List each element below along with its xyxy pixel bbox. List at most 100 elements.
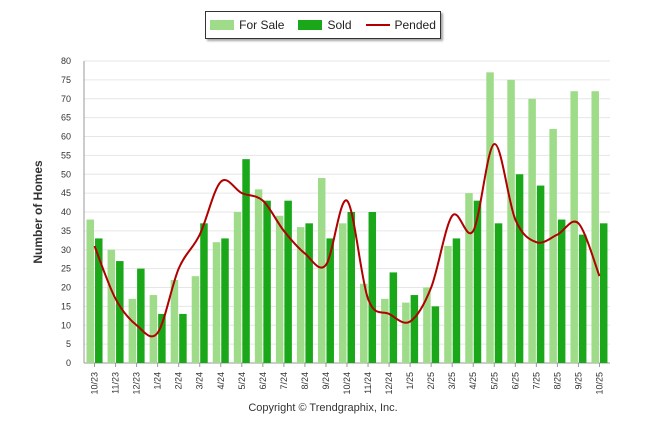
x-tick-label: 5/24 bbox=[237, 372, 247, 390]
bar-sold bbox=[95, 238, 103, 363]
y-tick-label: 65 bbox=[61, 113, 71, 123]
x-tick-label: 10/23 bbox=[90, 372, 100, 395]
y-tick-label: 50 bbox=[61, 169, 71, 179]
x-tick-label: 7/24 bbox=[279, 372, 289, 390]
bar-sold bbox=[557, 219, 566, 363]
y-tick-label: 30 bbox=[61, 245, 71, 255]
x-tick-label: 1/25 bbox=[405, 372, 415, 390]
y-tick-label: 0 bbox=[66, 358, 71, 368]
bar-for-sale bbox=[296, 227, 305, 363]
x-tick-label: 10/24 bbox=[342, 372, 352, 395]
bar-sold bbox=[305, 223, 313, 363]
x-tick-label: 5/25 bbox=[489, 372, 499, 390]
bar-sold bbox=[221, 238, 229, 363]
bar-for-sale bbox=[275, 215, 284, 363]
y-tick-label: 25 bbox=[61, 264, 71, 274]
bar-sold bbox=[326, 238, 334, 363]
x-tick-label: 12/23 bbox=[132, 372, 142, 395]
bar-sold bbox=[137, 268, 145, 363]
bar-for-sale bbox=[402, 302, 410, 363]
x-tick-label: 8/25 bbox=[552, 372, 562, 390]
bar-for-sale bbox=[528, 98, 536, 363]
bar-sold bbox=[242, 159, 250, 363]
legend-label-pended: Pended bbox=[394, 18, 436, 32]
bar-for-sale bbox=[233, 212, 242, 363]
y-tick-label: 10 bbox=[61, 320, 71, 330]
bar-for-sale bbox=[170, 279, 179, 363]
bar-sold bbox=[200, 223, 208, 363]
bar-for-sale bbox=[507, 79, 515, 363]
copyright-text: Copyright © Trendgraphix, Inc. bbox=[248, 402, 398, 414]
bar-for-sale bbox=[149, 295, 158, 363]
bar-for-sale bbox=[191, 276, 200, 363]
bar-sold bbox=[452, 238, 461, 363]
y-tick-label: 35 bbox=[61, 226, 71, 236]
x-tick-label: 9/25 bbox=[573, 372, 583, 390]
bar-for-sale bbox=[254, 189, 263, 363]
x-tick-label: 11/23 bbox=[111, 372, 121, 394]
bar-for-sale bbox=[317, 178, 326, 363]
y-tick-label: 75 bbox=[61, 75, 71, 85]
bar-for-sale bbox=[444, 245, 452, 363]
x-tick-label: 12/24 bbox=[384, 372, 394, 395]
bar-for-sale bbox=[465, 193, 473, 363]
x-tick-label: 2/25 bbox=[426, 372, 436, 390]
y-tick-label: 70 bbox=[61, 94, 71, 104]
x-tick-label: 6/25 bbox=[510, 372, 520, 390]
x-tick-label: 9/24 bbox=[321, 372, 331, 390]
y-tick-label: 60 bbox=[61, 132, 71, 142]
bar-sold bbox=[431, 306, 440, 363]
bar-sold bbox=[515, 174, 524, 363]
bar-sold bbox=[599, 223, 608, 363]
x-tick-label: 3/24 bbox=[195, 372, 205, 390]
bar-for-sale bbox=[339, 223, 347, 363]
legend-swatch-pended bbox=[365, 24, 390, 26]
legend-label-sold: Sold bbox=[327, 18, 352, 32]
bar-for-sale bbox=[486, 72, 494, 363]
bar-for-sale bbox=[591, 91, 599, 363]
bar-sold bbox=[179, 313, 187, 363]
y-tick-label: 40 bbox=[61, 207, 71, 217]
legend-item-pended: Pended bbox=[365, 18, 436, 32]
x-tick-label: 4/25 bbox=[468, 372, 478, 390]
bar-sold bbox=[410, 295, 419, 363]
x-tick-label: 2/24 bbox=[174, 372, 184, 390]
bar-sold bbox=[368, 212, 377, 363]
bar-sold bbox=[116, 261, 124, 363]
bar-sold bbox=[263, 200, 271, 363]
legend-swatch-sold bbox=[298, 20, 323, 30]
y-tick-label: 15 bbox=[61, 301, 71, 311]
x-tick-label: 11/24 bbox=[363, 372, 373, 394]
bar-sold bbox=[578, 234, 587, 363]
bar-for-sale bbox=[86, 219, 95, 363]
bar-for-sale bbox=[128, 298, 137, 363]
bar-sold bbox=[494, 223, 503, 363]
bar-sold bbox=[284, 200, 292, 363]
bar-sold bbox=[158, 313, 166, 363]
legend-item-sold: Sold bbox=[298, 18, 352, 32]
bar-for-sale bbox=[360, 283, 368, 363]
x-tick-label: 7/25 bbox=[531, 372, 541, 390]
legend-label-for-sale: For Sale bbox=[239, 18, 285, 32]
pended-line bbox=[93, 143, 601, 338]
y-tick-label: 5 bbox=[66, 339, 71, 349]
y-tick-label: 80 bbox=[61, 56, 71, 66]
x-tick-label: 1/24 bbox=[153, 372, 163, 390]
x-tick-label: 4/24 bbox=[216, 372, 226, 390]
chart-legend: For Sale Sold Pended bbox=[205, 11, 441, 39]
bar-sold bbox=[473, 200, 482, 363]
x-tick-label: 10/25 bbox=[594, 372, 604, 395]
bar-for-sale bbox=[549, 128, 557, 363]
legend-swatch-for-sale bbox=[210, 20, 235, 30]
x-tick-label: 8/24 bbox=[300, 372, 310, 390]
bar-for-sale bbox=[212, 242, 221, 363]
y-tick-label: 45 bbox=[61, 188, 71, 198]
bar-for-sale bbox=[381, 298, 389, 363]
bar-for-sale bbox=[423, 287, 431, 363]
x-tick-label: 3/25 bbox=[447, 372, 457, 390]
y-tick-label: 20 bbox=[61, 283, 71, 293]
x-tick-label: 6/24 bbox=[258, 372, 268, 390]
y-tick-label: 55 bbox=[61, 150, 71, 160]
bar-sold bbox=[536, 185, 545, 363]
